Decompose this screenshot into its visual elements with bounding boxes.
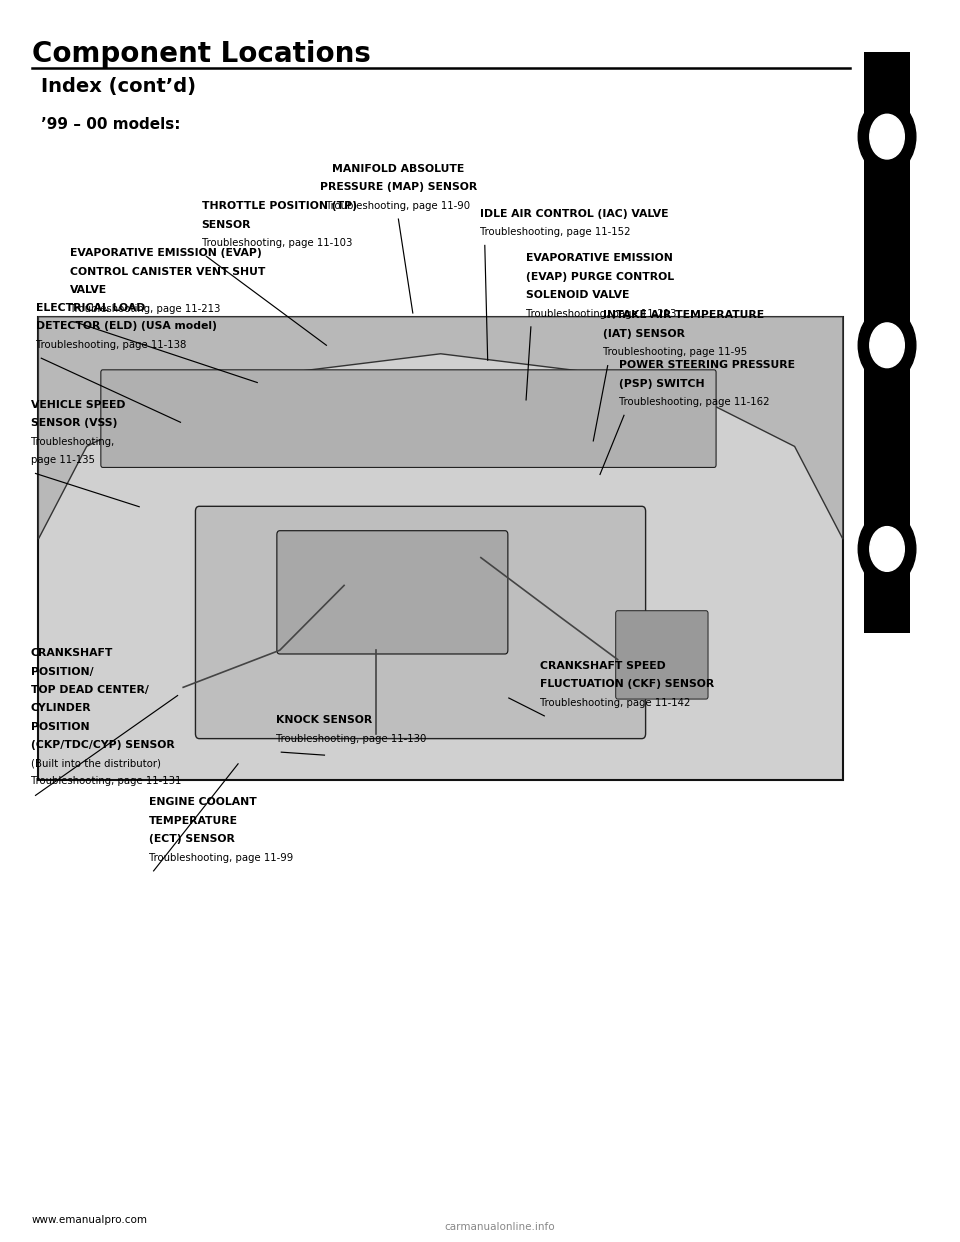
Text: POWER STEERING PRESSURE: POWER STEERING PRESSURE <box>619 360 795 370</box>
Circle shape <box>858 512 916 586</box>
Text: SOLENOID VALVE: SOLENOID VALVE <box>526 291 630 301</box>
Text: VEHICLE SPEED: VEHICLE SPEED <box>31 400 125 410</box>
Circle shape <box>870 527 904 571</box>
FancyBboxPatch shape <box>864 52 910 633</box>
Text: Troubleshooting, page 11-213: Troubleshooting, page 11-213 <box>70 303 221 313</box>
Text: (Built into the distributor): (Built into the distributor) <box>31 759 160 769</box>
Text: Troubleshooting, page 11-142: Troubleshooting, page 11-142 <box>540 698 690 708</box>
Text: CONTROL CANISTER VENT SHUT: CONTROL CANISTER VENT SHUT <box>70 267 266 277</box>
Text: PRESSURE (MAP) SENSOR: PRESSURE (MAP) SENSOR <box>320 183 477 193</box>
Text: Troubleshooting, page 11-90: Troubleshooting, page 11-90 <box>326 201 470 211</box>
Text: Troubleshooting, page 11-103: Troubleshooting, page 11-103 <box>202 238 352 248</box>
Text: CYLINDER: CYLINDER <box>31 703 91 713</box>
Text: Troubleshooting, page 11-213: Troubleshooting, page 11-213 <box>526 308 677 318</box>
Circle shape <box>870 114 904 159</box>
Text: Troubleshooting, page 11-99: Troubleshooting, page 11-99 <box>149 852 293 862</box>
Text: KNOCK SENSOR: KNOCK SENSOR <box>276 715 372 725</box>
Circle shape <box>858 308 916 383</box>
Text: DETECTOR (ELD) (USA model): DETECTOR (ELD) (USA model) <box>36 322 217 332</box>
Text: ELECTRICAL LOAD: ELECTRICAL LOAD <box>36 303 146 313</box>
Text: (PSP) SWITCH: (PSP) SWITCH <box>619 379 705 389</box>
Text: EVAPORATIVE EMISSION (EVAP): EVAPORATIVE EMISSION (EVAP) <box>70 248 262 258</box>
Text: IDLE AIR CONTROL (IAC) VALVE: IDLE AIR CONTROL (IAC) VALVE <box>480 209 668 219</box>
Text: Component Locations: Component Locations <box>32 40 371 68</box>
Text: Troubleshooting,: Troubleshooting, <box>31 437 114 447</box>
FancyBboxPatch shape <box>276 530 508 655</box>
FancyBboxPatch shape <box>101 370 716 467</box>
Text: ’99 – 00 models:: ’99 – 00 models: <box>41 117 180 132</box>
Text: SENSOR: SENSOR <box>202 220 252 230</box>
Text: VALVE: VALVE <box>70 286 108 296</box>
Circle shape <box>870 323 904 368</box>
Circle shape <box>858 99 916 174</box>
Text: Troubleshooting, page 11-130: Troubleshooting, page 11-130 <box>276 734 427 744</box>
Text: MANIFOLD ABSOLUTE: MANIFOLD ABSOLUTE <box>332 164 465 174</box>
Text: carmanualonline.info: carmanualonline.info <box>444 1222 555 1232</box>
Text: ENGINE COOLANT: ENGINE COOLANT <box>149 797 256 807</box>
Text: www.emanualpro.com: www.emanualpro.com <box>32 1215 148 1225</box>
Text: THROTTLE POSITION (TP): THROTTLE POSITION (TP) <box>202 201 356 211</box>
Text: EVAPORATIVE EMISSION: EVAPORATIVE EMISSION <box>526 253 673 263</box>
Text: Index (cont’d): Index (cont’d) <box>41 77 196 96</box>
Text: Troubleshooting, page 11-131: Troubleshooting, page 11-131 <box>31 776 181 786</box>
Text: Troubleshooting, page 11-95: Troubleshooting, page 11-95 <box>603 348 747 358</box>
Text: (CKP/TDC/CYP) SENSOR: (CKP/TDC/CYP) SENSOR <box>31 740 175 750</box>
FancyBboxPatch shape <box>196 507 646 739</box>
FancyBboxPatch shape <box>615 611 708 699</box>
Text: (IAT) SENSOR: (IAT) SENSOR <box>603 329 684 339</box>
Text: page 11-135: page 11-135 <box>31 455 95 465</box>
Text: CRANKSHAFT: CRANKSHAFT <box>31 648 113 658</box>
Text: Troubleshooting, page 11-162: Troubleshooting, page 11-162 <box>619 397 770 407</box>
Text: POSITION/: POSITION/ <box>31 667 93 677</box>
Text: (ECT) SENSOR: (ECT) SENSOR <box>149 835 234 845</box>
Text: TEMPERATURE: TEMPERATURE <box>149 816 238 826</box>
Text: FLUCTUATION (CKF) SENSOR: FLUCTUATION (CKF) SENSOR <box>540 679 714 689</box>
Text: INTAKE AIR TEMPERATURE: INTAKE AIR TEMPERATURE <box>603 310 764 320</box>
Text: Troubleshooting, page 11-138: Troubleshooting, page 11-138 <box>36 340 187 350</box>
Text: POSITION: POSITION <box>31 722 89 732</box>
FancyBboxPatch shape <box>38 317 843 780</box>
Text: TOP DEAD CENTER/: TOP DEAD CENTER/ <box>31 686 149 696</box>
Polygon shape <box>38 317 843 539</box>
Text: CRANKSHAFT SPEED: CRANKSHAFT SPEED <box>540 661 665 671</box>
Text: (EVAP) PURGE CONTROL: (EVAP) PURGE CONTROL <box>526 272 674 282</box>
Text: SENSOR (VSS): SENSOR (VSS) <box>31 419 117 428</box>
Text: Troubleshooting, page 11-152: Troubleshooting, page 11-152 <box>480 227 631 237</box>
